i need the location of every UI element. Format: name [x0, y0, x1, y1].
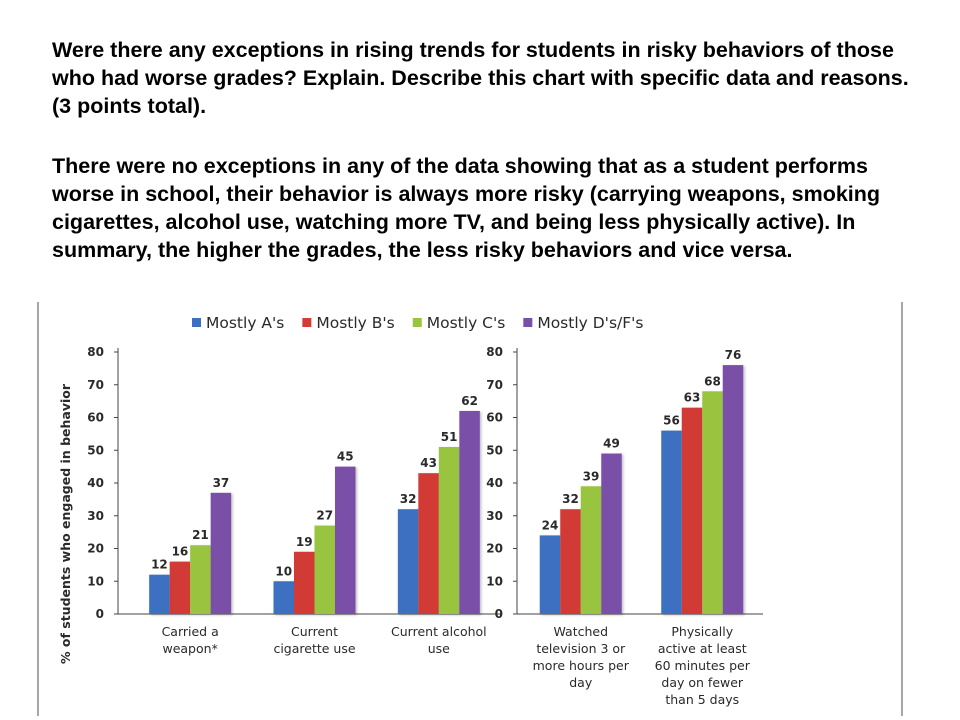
- data-label-4-3: 76: [725, 348, 742, 362]
- bar-1-2: [314, 525, 335, 614]
- question-text: Were there any exceptions in rising tren…: [52, 38, 909, 118]
- data-label-1-1: 19: [296, 535, 313, 549]
- data-label-0-0: 12: [151, 558, 168, 572]
- y-tick-label-0-2: 20: [87, 542, 104, 556]
- bar-3-0: [539, 535, 561, 614]
- legend-label-3: Mostly D's/F's: [537, 314, 643, 332]
- category-label-0-0: Carried a: [162, 624, 219, 639]
- category-label-1-1: cigarette use: [273, 641, 355, 656]
- y-tick-label-1-3: 30: [486, 509, 503, 523]
- category-label-2-1: use: [428, 641, 450, 656]
- chart-image: Mostly A's Mostly B's Mostly C's Mostly D's…: [36, 302, 904, 716]
- data-label-0-1: 16: [172, 545, 189, 559]
- category-label-3-3: day: [569, 675, 593, 690]
- y-tick-label-1-1: 10: [486, 574, 503, 588]
- bar-4-1: [681, 407, 703, 614]
- y-tick-label-0-8: 80: [87, 345, 104, 359]
- y-tick-label-0-4: 40: [87, 476, 104, 490]
- category-label-3-1: television 3 or: [536, 641, 626, 656]
- data-label-2-1: 43: [420, 456, 437, 470]
- category-label-3-0: Watched: [553, 624, 608, 639]
- category-label-4-0: Physically: [671, 624, 733, 639]
- data-label-3-0: 24: [542, 518, 559, 532]
- bar-2-1: [418, 473, 439, 614]
- data-label-0-2: 21: [192, 528, 209, 542]
- data-label-3-1: 32: [562, 492, 579, 506]
- category-label-4-3: day on fewer: [661, 675, 744, 690]
- bar-1-0: [273, 581, 294, 614]
- legend-swatch-2: [412, 318, 422, 327]
- bar-0-3: [210, 492, 232, 614]
- bar-4-2: [702, 391, 723, 614]
- bar-0-1: [169, 561, 191, 614]
- bar-0-2: [190, 545, 211, 614]
- data-label-3-2: 39: [583, 469, 600, 483]
- data-label-1-3: 45: [337, 450, 354, 464]
- data-label-3-3: 49: [603, 437, 620, 451]
- answer-text: There were no exceptions in any of the d…: [52, 154, 881, 262]
- y-tick-label-0-7: 70: [87, 378, 104, 392]
- bar-2-3: [459, 410, 480, 614]
- y-tick-label-0-0: 0: [96, 607, 104, 621]
- category-label-3-2: more hours per: [533, 658, 630, 673]
- bar-2-0: [397, 509, 419, 614]
- y-tick-label-1-8: 80: [486, 345, 503, 359]
- legend-label-1: Mostly B's: [316, 314, 394, 332]
- bar-3-3: [601, 453, 622, 614]
- y-tick-label-0-3: 30: [87, 509, 104, 523]
- y-tick-label-1-2: 20: [486, 542, 503, 556]
- y-tick-label-0-1: 10: [87, 574, 104, 588]
- data-label-0-3: 37: [213, 476, 230, 490]
- y-tick-label-1-5: 50: [486, 443, 503, 457]
- data-label-2-3: 62: [461, 394, 478, 408]
- data-label-2-2: 51: [441, 430, 458, 444]
- y-tick-label-1-7: 70: [486, 378, 503, 392]
- bar-1-3: [335, 466, 356, 614]
- data-label-1-2: 27: [316, 509, 333, 523]
- bar-2-2: [438, 446, 460, 614]
- data-label-4-2: 68: [704, 374, 721, 388]
- legend-label-0: Mostly A's: [206, 314, 284, 332]
- category-label-4-4: than 5 days: [665, 692, 739, 707]
- data-label-4-1: 63: [684, 391, 701, 405]
- category-label-2-0: Current alcohol: [391, 624, 487, 639]
- y-tick-label-1-0: 0: [495, 607, 503, 621]
- bar-1-1: [294, 551, 315, 614]
- bar-3-1: [560, 509, 581, 614]
- legend-swatch-1: [302, 318, 312, 327]
- legend-swatch-0: [192, 318, 201, 327]
- y-tick-label-0-6: 60: [87, 411, 104, 425]
- bar-4-0: [661, 430, 682, 614]
- y-axis-label: % of students who engaged in behavior: [58, 383, 73, 664]
- bar-4-3: [722, 365, 744, 614]
- y-tick-label-1-4: 40: [486, 476, 503, 490]
- bar-0-0: [149, 574, 170, 614]
- bar-chart: Mostly A's Mostly B's Mostly C's Mostly D's…: [37, 302, 903, 716]
- category-label-0-1: weapon*: [162, 641, 217, 656]
- legend-swatch-3: [523, 318, 533, 327]
- bar-3-2: [580, 486, 602, 614]
- category-label-4-2: 60 minutes per: [655, 658, 751, 673]
- y-tick-label-1-6: 60: [486, 411, 503, 425]
- y-tick-label-0-5: 50: [87, 443, 104, 457]
- legend-label-2: Mostly C's: [427, 314, 506, 332]
- data-label-1-0: 10: [275, 564, 292, 578]
- data-label-4-0: 56: [663, 414, 680, 428]
- category-label-1-0: Current: [291, 624, 338, 639]
- data-label-2-0: 32: [400, 492, 417, 506]
- category-label-4-1: active at least: [658, 641, 747, 656]
